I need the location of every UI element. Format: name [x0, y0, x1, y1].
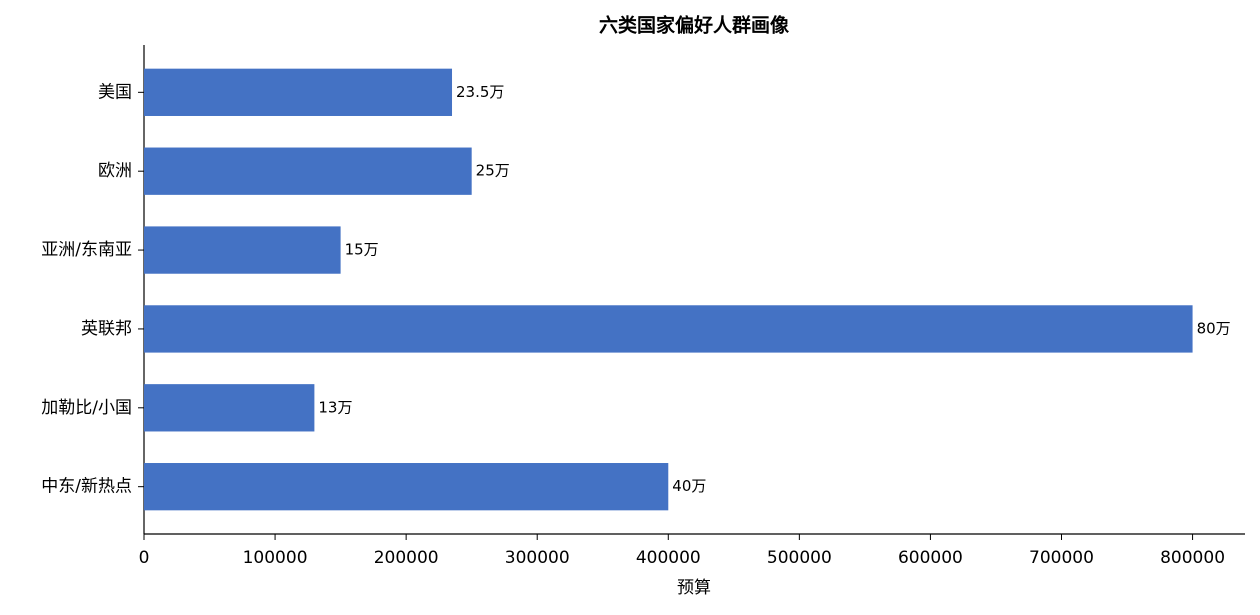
- y-tick-label: 加勒比/小国: [41, 398, 132, 418]
- x-tick-label: 600000: [898, 548, 963, 568]
- value-label: 80万: [1197, 319, 1231, 337]
- y-tick-label: 英联邦: [81, 319, 132, 339]
- bar: [144, 68, 453, 116]
- x-tick-label: 400000: [636, 548, 701, 568]
- x-tick-label: 100000: [243, 548, 308, 568]
- y-tick-label: 欧洲: [98, 161, 132, 181]
- value-label: 13万: [318, 398, 352, 416]
- bar: [144, 463, 669, 511]
- bar: [144, 226, 341, 274]
- value-label: 23.5万: [456, 83, 504, 101]
- x-tick-label: 300000: [505, 548, 570, 568]
- value-label: 40万: [672, 477, 706, 495]
- x-tick-label: 200000: [374, 548, 439, 568]
- x-tick-label: 500000: [767, 548, 832, 568]
- bar: [144, 305, 1193, 353]
- x-tick-label: 700000: [1029, 548, 1094, 568]
- bar: [144, 147, 472, 195]
- x-tick-label: 800000: [1160, 548, 1225, 568]
- value-label: 25万: [476, 162, 510, 180]
- x-axis-label: 预算: [677, 578, 711, 598]
- y-tick-label: 美国: [98, 82, 132, 102]
- bar: [144, 384, 315, 432]
- value-label: 15万: [345, 241, 379, 259]
- y-tick-label: 亚洲/东南亚: [41, 240, 132, 260]
- x-tick-label: 0: [139, 548, 150, 568]
- chart-title: 六类国家偏好人群画像: [599, 14, 790, 37]
- y-tick-label: 中东/新热点: [41, 477, 132, 497]
